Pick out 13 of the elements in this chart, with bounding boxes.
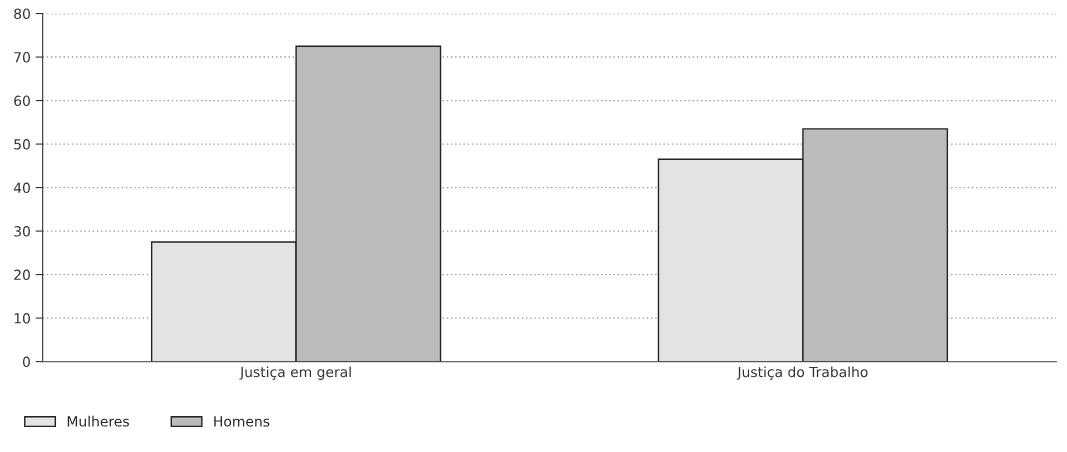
y-tick-label: 40 xyxy=(13,182,30,194)
y-tick-label: 70 xyxy=(14,52,30,63)
y-tick-label: 50 xyxy=(14,139,30,150)
y-tick-label: 10 xyxy=(14,313,30,324)
y-tick-label: 80 xyxy=(14,8,30,20)
x-tick-label: Justiça em geral xyxy=(239,366,351,380)
legend-label: Mulheres xyxy=(67,415,129,427)
y-tick-label: 60 xyxy=(14,95,30,107)
legend-label: Homens xyxy=(214,416,270,427)
x-tick-label: Justiça do Trabalho xyxy=(736,366,868,380)
y-tick-label: 0 xyxy=(22,356,30,368)
y-tick-label: 20 xyxy=(14,269,30,281)
y-tick-label: 30 xyxy=(14,226,30,237)
